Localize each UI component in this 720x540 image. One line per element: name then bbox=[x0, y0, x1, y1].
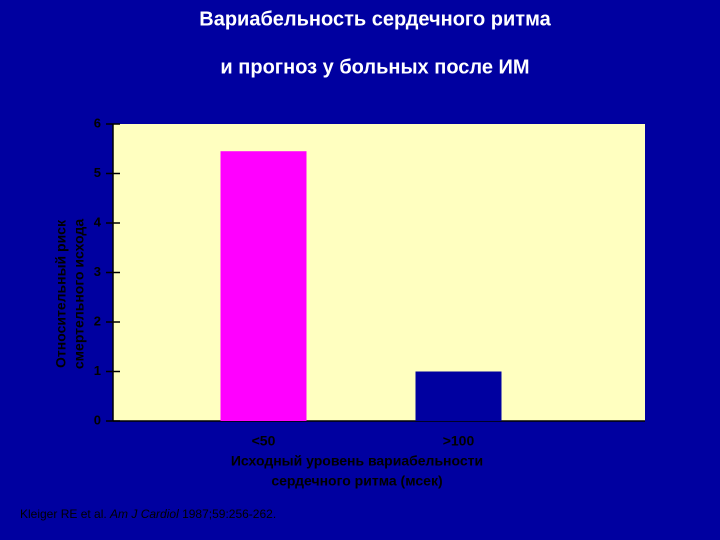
y-tick-label: 5 bbox=[94, 165, 101, 180]
x-axis-label: сердечного ритма (мсек) bbox=[271, 473, 442, 489]
y-tick-label: 2 bbox=[94, 313, 101, 328]
y-axis-label: смертельного исхода bbox=[71, 219, 87, 369]
y-tick-label: 6 bbox=[94, 115, 101, 130]
footnote: Kleiger RE et al. Am J Cardiol 1987;59:2… bbox=[20, 507, 276, 521]
bar bbox=[415, 371, 502, 421]
y-tick-label: 4 bbox=[94, 214, 102, 229]
chart-title: и прогноз у больных после ИМ bbox=[220, 56, 529, 78]
y-tick-label: 3 bbox=[94, 264, 101, 279]
plot-area bbox=[113, 124, 645, 421]
x-tick-label: >100 bbox=[443, 433, 475, 449]
x-tick-label: <50 bbox=[252, 433, 276, 449]
y-axis-label: Относительный риск bbox=[53, 219, 69, 368]
y-tick-label: 1 bbox=[94, 363, 101, 378]
chart-title: Вариабельность сердечного ритма bbox=[199, 8, 551, 30]
footnote-part: 1987;59:256-262. bbox=[179, 507, 276, 521]
x-axis-label: Исходный уровень вариабельности bbox=[231, 453, 483, 469]
footnote-part: Am J Cardiol bbox=[109, 507, 179, 521]
y-tick-label: 0 bbox=[94, 412, 101, 427]
bar bbox=[220, 151, 307, 421]
footnote-part: Kleiger RE et al. bbox=[20, 507, 110, 521]
